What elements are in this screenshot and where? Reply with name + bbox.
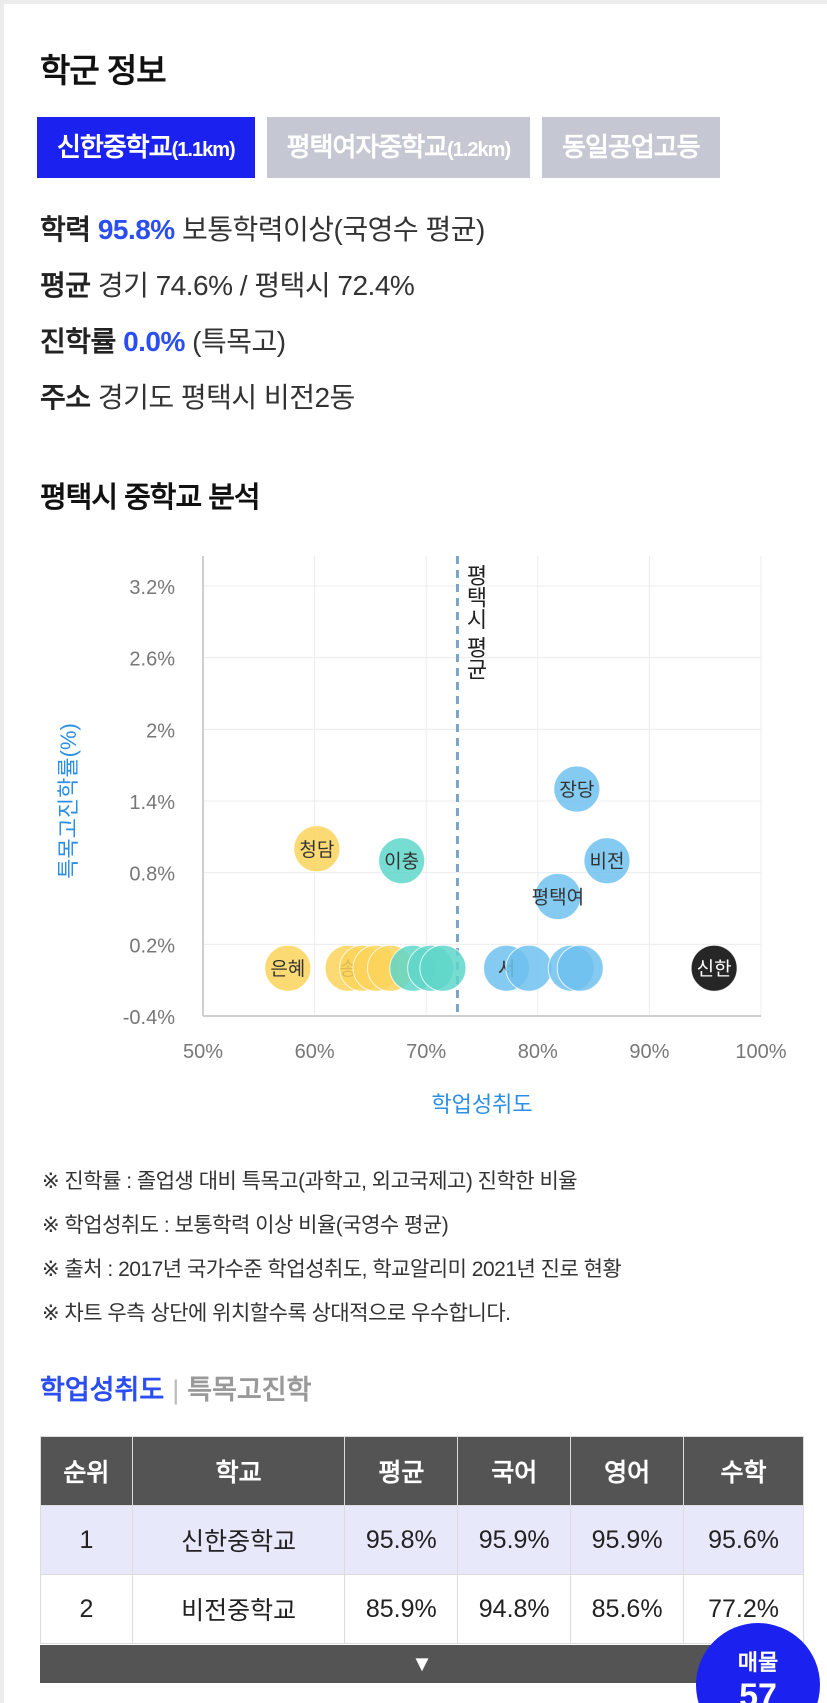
address-value: 경기도 평택시 비전2동	[97, 382, 355, 413]
tab-label: 평택여자중학교	[286, 132, 448, 162]
x-tick-label: 50%	[183, 1041, 223, 1063]
academic-desc: 보통학력이상(국영수 평균)	[182, 214, 485, 245]
x-tick-label: 70%	[406, 1041, 446, 1063]
cell: 95.8%	[344, 1505, 459, 1575]
tab-label: 신한중학교	[57, 132, 173, 162]
note: ※ 출처 : 2017년 국가수준 학업성취도, 학교알리미 2021년 진로 …	[42, 1258, 622, 1281]
data-point	[505, 944, 553, 992]
cell: 1	[40, 1505, 133, 1575]
y-tick-label: 3.2%	[129, 577, 175, 599]
advancement-desc: (특목고)	[192, 326, 286, 357]
scatter-chart: 3.2% 2.6% 2% 1.4% 0.8% 0.2% -0.4% 50% 60% 70% 80% 9…	[56, 556, 787, 1117]
col-header: 평균	[344, 1436, 459, 1506]
data-point	[556, 944, 604, 992]
y-tick-label: 2%	[146, 720, 175, 742]
col-header: 학교	[131, 1436, 346, 1506]
average-value: 경기 74.6% / 평택시 72.4%	[97, 270, 415, 301]
point-label: 장당	[559, 779, 594, 801]
table-header: 순위 학교 평균 국어 영어 수학	[40, 1436, 804, 1506]
point-label: 평택여	[532, 887, 584, 909]
listings-count: 57	[739, 1677, 777, 1703]
section-title: 학군 정보	[40, 52, 167, 89]
data-point	[583, 837, 631, 885]
cell: 85.6%	[570, 1574, 685, 1644]
advancement-row: 진학률 0.0% (특목고)	[40, 320, 286, 360]
y-tick-label: 0.8%	[129, 864, 175, 886]
academic-label: 학력	[40, 214, 91, 245]
data-point	[378, 837, 426, 885]
cell: 95.9%	[457, 1505, 572, 1575]
col-header: 국어	[457, 1436, 572, 1506]
average-label: 평균	[40, 270, 91, 301]
academic-row: 학력 95.8% 보통학력이상(국영수 평균)	[40, 208, 485, 248]
advancement-label: 진학률	[40, 326, 116, 357]
tab-achievement[interactable]: 학업성취도	[40, 1375, 165, 1405]
tab-special-school[interactable]: 특목고진학	[187, 1375, 312, 1405]
cell: 85.9%	[344, 1574, 459, 1644]
note: ※ 학업성취도 : 보통학력 이상 비율(국영수 평균)	[42, 1214, 449, 1237]
note: ※ 차트 우측 상단에 위치할수록 상대적으로 우수합니다.	[42, 1302, 511, 1325]
academic-value: 95.8%	[97, 214, 175, 245]
analysis-title: 평택시 중학교 분석	[40, 482, 261, 514]
address-label: 주소	[40, 382, 91, 413]
point-label: 청담	[299, 839, 334, 861]
cell: 95.6%	[683, 1505, 804, 1575]
point-label: 비전	[590, 851, 625, 873]
average-row: 평균 경기 74.6% / 평택시 72.4%	[40, 264, 415, 304]
x-tick-label: 100%	[735, 1041, 786, 1063]
tab-school-2[interactable]: 평택여자중학교(1.2km)	[266, 117, 531, 178]
address-row: 주소 경기도 평택시 비전2동	[40, 376, 355, 416]
data-point	[264, 944, 312, 992]
point-label: 이충	[384, 851, 419, 873]
tab-distance: (1.1km)	[171, 139, 236, 161]
y-axis-title: 특목고진학률(%)	[56, 723, 81, 879]
x-tick-label: 60%	[295, 1041, 335, 1063]
col-header: 영어	[570, 1436, 685, 1506]
y-tick-label: -0.4%	[123, 1007, 175, 1029]
cell: 95.9%	[570, 1505, 685, 1575]
cell: 2	[40, 1574, 133, 1644]
expand-table-button[interactable]: ▼	[40, 1645, 804, 1683]
col-header: 수학	[683, 1436, 804, 1506]
table-row[interactable]: 1 신한중학교 95.8% 95.9% 95.9% 95.6%	[40, 1505, 804, 1575]
listings-label: 매물	[737, 1650, 779, 1675]
notes: ※ 진학률 : 졸업생 대비 특목고(과학고, 외고국제고) 진학한 비율 ※ …	[42, 1160, 622, 1336]
x-tick-label: 90%	[629, 1041, 669, 1063]
advancement-value: 0.0%	[123, 326, 185, 357]
school-tabs: 신한중학교(1.1km) 평택여자중학교(1.2km) 동일공업고등	[37, 117, 806, 178]
cell: 비전중학교	[131, 1574, 346, 1644]
data-point	[293, 825, 341, 873]
tab-label: 동일공업고등	[562, 132, 701, 162]
average-line-label: 평택시 평균	[463, 564, 488, 680]
table-row[interactable]: 2 비전중학교 85.9% 94.8% 85.6% 77.2%	[40, 1574, 804, 1644]
cell: 94.8%	[457, 1574, 572, 1644]
school-info-panel: 학군 정보 신한중학교(1.1km) 평택여자중학교(1.2km) 동일공업고등 학…	[4, 4, 827, 1703]
y-tick-label: 2.6%	[129, 649, 175, 671]
x-axis-title: 학업성취도	[431, 1092, 532, 1117]
x-tick-label: 80%	[518, 1041, 558, 1063]
tab-school-3[interactable]: 동일공업고등	[542, 117, 720, 178]
cell: 신한중학교	[131, 1505, 346, 1575]
col-header: 순위	[40, 1436, 133, 1506]
ranking-table: 순위 학교 평균 국어 영어 수학 1 신한중학교 95.8% 95.9% 95…	[40, 1436, 804, 1644]
divider: |	[172, 1375, 180, 1405]
ranking-toggle: 학업성취도 | 특목고진학	[40, 1368, 311, 1407]
tab-distance: (1.2km)	[447, 139, 511, 161]
data-point	[534, 873, 582, 921]
plot-area	[203, 556, 761, 1016]
data-point	[419, 944, 467, 992]
point-label: 신한	[697, 958, 732, 980]
listings-button[interactable]: 매물 57	[696, 1623, 820, 1703]
note: ※ 진학률 : 졸업생 대비 특목고(과학고, 외고국제고) 진학한 비율	[42, 1170, 578, 1193]
y-tick-label: 1.4%	[129, 792, 175, 814]
point-label: 은혜	[270, 958, 305, 980]
data-point	[690, 944, 738, 992]
tab-school-1[interactable]: 신한중학교(1.1km)	[37, 117, 255, 178]
triangle-down-icon: ▼	[411, 1651, 433, 1676]
y-tick-label: 0.2%	[129, 935, 175, 957]
data-point	[553, 765, 601, 813]
